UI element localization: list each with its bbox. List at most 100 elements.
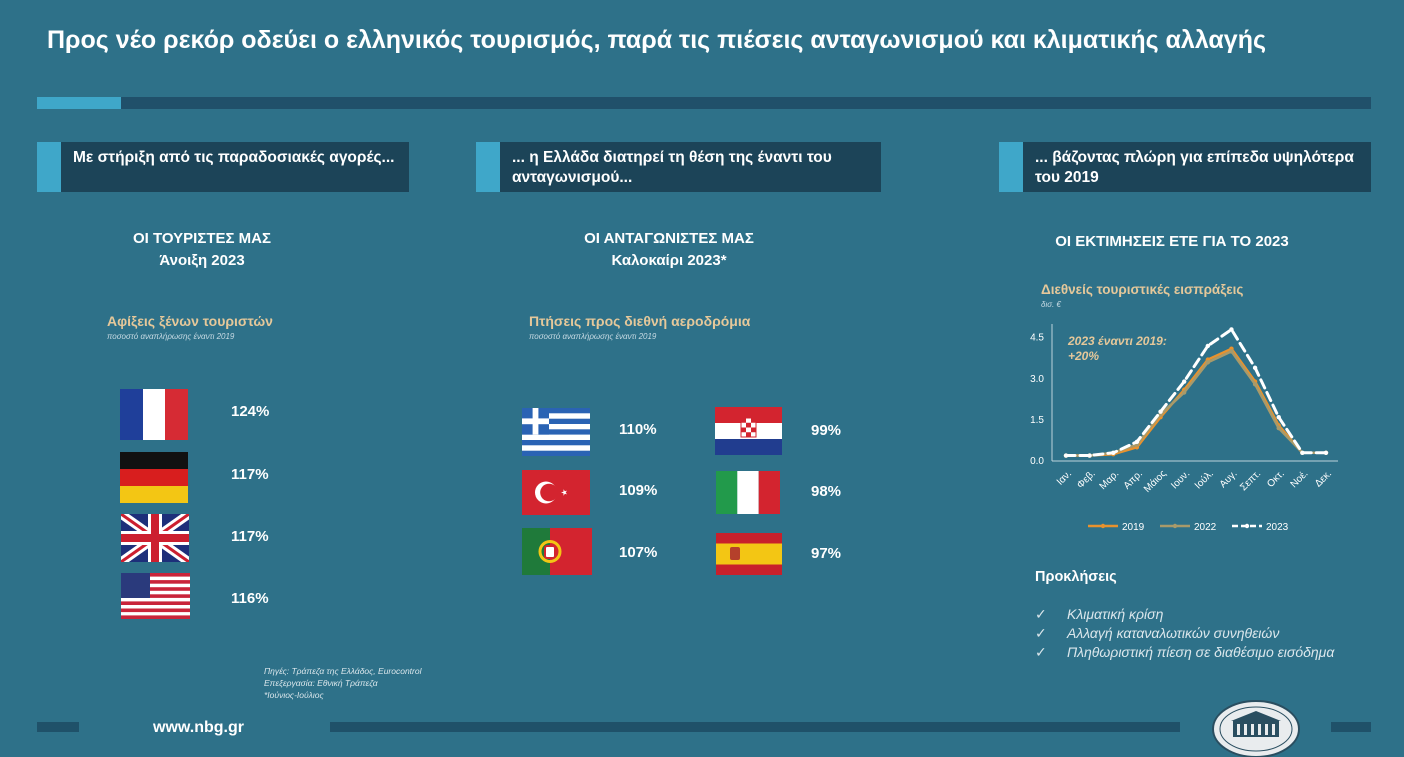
x-tick-label: Αυγ. (1218, 468, 1240, 490)
france-flag-icon (120, 389, 188, 440)
col2-left-value-1: 110% (619, 421, 657, 438)
col2-right-value-3: 97% (811, 545, 842, 562)
col2-note: ποσοστό αναπλήρωσης έναντι 2019 (529, 332, 657, 341)
title-divider (37, 97, 1371, 109)
usa-flag-icon (121, 573, 190, 619)
col2-section-title: ΟΙ ΑΝΤΑΓΩΝΙΣΤΕΣ ΜΑΣ Καλοκαίρι 2023* (549, 228, 789, 272)
legend-marker-2019 (1100, 523, 1106, 529)
col1-subtitle: Αφίξεις ξένων τουριστών (107, 313, 273, 329)
legend-label-2019: 2019 (1122, 522, 1145, 533)
col1-value-2: 117% (231, 466, 269, 483)
nbg-seal-logo (1212, 700, 1300, 757)
x-tick-label: Ιαν. (1055, 468, 1074, 487)
col2-right-value-2: 98% (811, 483, 842, 500)
col2-right-value-1: 99% (811, 422, 842, 439)
col2-header: ... η Ελλάδα διατηρεί τη θέση της έναντι… (476, 142, 881, 192)
challenge-item: ✓ Αλλαγή καταναλωτικών συνηθειών (1035, 625, 1279, 642)
y-tick-label: 0.0 (1030, 456, 1044, 467)
x-tick-label: Μάιος (1141, 468, 1169, 496)
check-icon: ✓ (1035, 644, 1047, 660)
germany-flag-icon (120, 452, 188, 503)
uk-flag-icon (121, 514, 189, 562)
check-icon: ✓ (1035, 606, 1047, 622)
title-divider-accent (37, 97, 121, 109)
col3-header-text: ... βάζοντας πλώρη για επίπεδα υψηλότερα… (1035, 149, 1354, 186)
col1-value-1: 124% (231, 403, 270, 420)
series-point-2023 (1205, 343, 1211, 349)
series-point-2022 (1252, 382, 1258, 387)
page-title: Προς νέο ρεκόρ οδεύει ο ελληνικός τουρισ… (47, 26, 1266, 54)
turkey-flag-icon (522, 470, 590, 515)
challenge-text-1: Κλιματική κρίση (1067, 606, 1164, 622)
croatia-flag-icon (715, 407, 782, 455)
challenges-title: Προκλήσεις (1035, 569, 1117, 585)
legend-label-2023: 2023 (1266, 522, 1289, 533)
spain-flag-icon (716, 533, 782, 575)
receipts-line-chart: 0.0 1.5 3.0 4.5 Ιαν. Φεβ. Μαρ. Απρ.Μάιος Ιουν. Ι… (1030, 324, 1338, 533)
col2-header-text: ... η Ελλάδα διατηρεί τη θέση της έναντι… (512, 149, 832, 186)
series-point-2023 (1111, 450, 1116, 455)
chart-title: Διεθνείς τουριστικές εισπράξεις (1041, 282, 1244, 297)
chart-annotation-line1: 2023 έναντι 2019: (1067, 334, 1167, 348)
x-tick-label: Ιουν. (1169, 468, 1192, 491)
col1-value-4: 116% (231, 590, 269, 607)
y-tick-label: 1.5 (1030, 415, 1044, 426)
series-line-2023 (1064, 328, 1328, 457)
col2-section-title-line2: Καλοκαίρι 2023* (611, 252, 727, 269)
challenge-item: ✓ Πληθωριστική πίεση σε διαθέσιμο εισόδημ… (1035, 644, 1334, 661)
chart-annotation-line2: +20% (1068, 349, 1099, 363)
y-tick-label: 4.5 (1030, 333, 1044, 344)
challenge-text-2: Αλλαγή καταναλωτικών συνηθειών (1067, 625, 1280, 641)
sources-line-2: Επεξεργασία: Εθνική Τράπεζα (264, 678, 378, 688)
portugal-flag-icon (522, 528, 592, 575)
series-point-2023 (1158, 409, 1163, 414)
col3-section-title: ΟΙ ΕΚΤΙΜΗΣΕΙΣ ΕΤΕ ΓΙΑ ΤΟ 2023 (1055, 233, 1289, 250)
col2-left-value-2: 109% (619, 482, 658, 499)
col3-header-accent (999, 142, 1023, 192)
series-point-2023 (1323, 450, 1329, 455)
italy-flag-icon (716, 471, 780, 514)
greece-flag-icon (522, 408, 590, 456)
series-point-2022 (1181, 390, 1187, 395)
col1-section-title-line1: ΟΙ ΤΟΥΡΙΣΤΕΣ ΜΑΣ (133, 230, 271, 247)
series-point-2023 (1087, 453, 1092, 458)
legend-marker-2022 (1172, 523, 1178, 529)
challenge-text-3: Πληθωριστική πίεση σε διαθέσιμο εισόδημα (1067, 644, 1335, 660)
challenge-item: ✓ Κλιματική κρίση (1035, 606, 1163, 623)
x-tick-label: Σεπτ. (1238, 468, 1263, 493)
col1-header-accent (37, 142, 61, 192)
col2-subtitle: Πτήσεις προς διεθνή αεροδρόμια (529, 313, 751, 329)
legend-marker-2023 (1244, 523, 1250, 529)
y-tick-label: 3.0 (1030, 374, 1044, 385)
x-tick-label: Νοέ. (1288, 468, 1311, 491)
col2-left-value-3: 107% (619, 544, 658, 561)
series-point-2022 (1276, 425, 1281, 431)
col2-header-accent (476, 142, 500, 192)
x-tick-label: Οκτ. (1265, 468, 1287, 490)
col1-value-3: 117% (231, 528, 269, 545)
x-tick-label: Μαρ. (1098, 468, 1122, 492)
series-point-2023 (1134, 439, 1140, 445)
x-tick-label: Δεκ. (1313, 468, 1334, 489)
x-tick-label: Φεβ. (1075, 468, 1098, 491)
series-point-2023 (1181, 379, 1187, 384)
col1-header-text: Με στήριξη από τις παραδοσιακές αγορές..… (73, 149, 395, 166)
series-line-2022 (1064, 350, 1328, 457)
sources-note: Πηγές: Τράπεζα της Ελλάδος, Eurocontrol … (264, 665, 422, 701)
website-link[interactable]: www.nbg.gr (153, 719, 244, 736)
x-tick-label: Ιούλ. (1192, 468, 1216, 492)
series-point-2022 (1229, 349, 1234, 354)
series-point-2023 (1276, 414, 1281, 420)
col1-section-title-line2: Άνοιξη 2023 (159, 252, 245, 269)
series-point-2023 (1063, 453, 1069, 458)
footer-bar-left (37, 722, 79, 732)
check-icon: ✓ (1035, 625, 1047, 641)
footer-bar-right (1331, 722, 1371, 732)
series-point-2023 (1252, 365, 1258, 371)
series-point-2022 (1205, 360, 1211, 365)
sources-line-1: Πηγές: Τράπεζα της Ελλάδος, Eurocontrol (264, 666, 422, 676)
col1-section-title: ΟΙ ΤΟΥΡΙΣΤΕΣ ΜΑΣ Άνοιξη 2023 (82, 228, 322, 272)
chart-unit: δισ. € (1041, 300, 1061, 309)
col2-section-title-line1: ΟΙ ΑΝΤΑΓΩΝΙΣΤΕΣ ΜΑΣ (584, 230, 754, 247)
col1-note: ποσοστό αναπλήρωσης έναντι 2019 (107, 332, 235, 341)
